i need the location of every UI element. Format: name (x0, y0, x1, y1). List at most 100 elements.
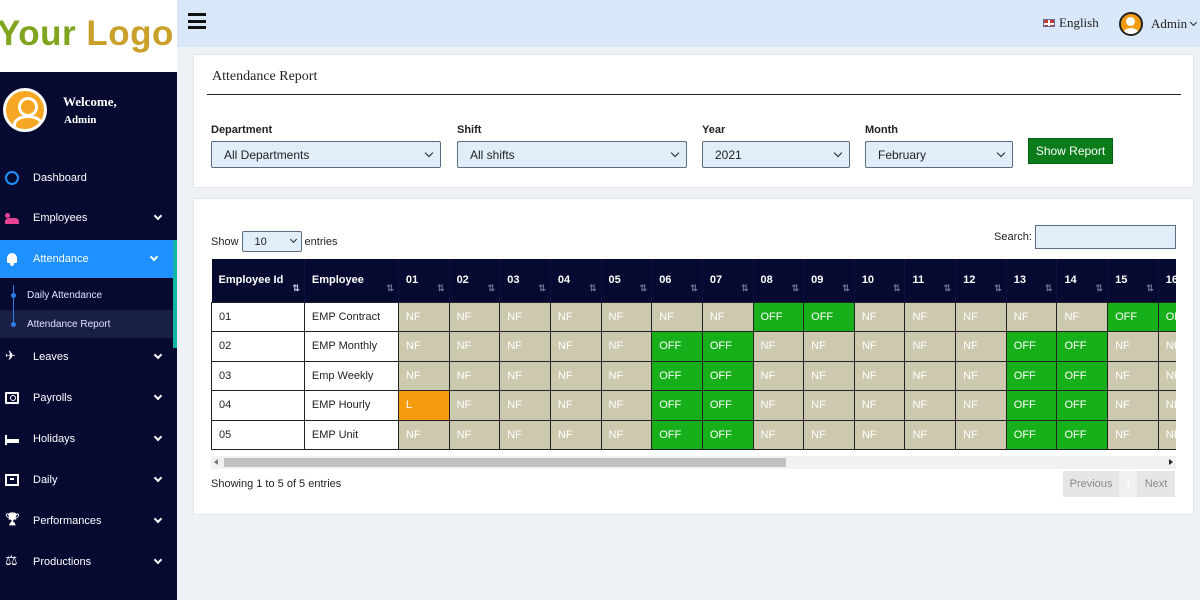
show-report-button[interactable]: Show Report (1028, 138, 1113, 164)
attendance-status-cell: OFF (651, 331, 703, 362)
column-header[interactable]: 15 ⇅ (1107, 259, 1159, 302)
employee-name-cell: EMP Contract (303, 301, 399, 332)
sidebar-item-leaves[interactable]: Leaves (0, 338, 177, 376)
attendance-status-cell: NF (803, 390, 855, 421)
attendance-status-cell: OFF (701, 419, 754, 450)
sidebar-item-label: Performances (33, 515, 102, 527)
column-header[interactable]: 07 ⇅ (702, 259, 754, 302)
attendance-status-cell: OFF (1157, 301, 1176, 332)
attendance-status-cell: NF (397, 419, 450, 450)
sidebar-item-employees[interactable]: Employees (0, 199, 177, 237)
column-header[interactable]: 06 ⇅ (651, 259, 703, 302)
column-header[interactable]: 16⇅ (1158, 259, 1176, 302)
column-header[interactable]: 10 ⇅ (854, 259, 906, 302)
sort-icon: ⇅ (437, 282, 444, 293)
welcome-block: Welcome, Admin (3, 88, 117, 132)
column-header[interactable]: Employee Id ⇅ (211, 259, 305, 302)
column-header[interactable]: 11 ⇅ (904, 259, 957, 302)
sidebar-item-holidays[interactable]: Holidays (0, 420, 177, 458)
sidebar-subitem-daily-attendance[interactable]: Daily Attendance (0, 281, 173, 309)
month-select[interactable]: February (865, 141, 1013, 168)
column-header[interactable]: 08 ⇅ (753, 259, 805, 302)
column-header[interactable]: 03 ⇅ (499, 259, 551, 302)
attendance-status-cell: NF (904, 390, 957, 421)
user-menu[interactable]: Admin (1119, 12, 1198, 36)
attendance-status-cell: OFF (701, 390, 754, 421)
attendance-status-cell: NF (1157, 390, 1176, 421)
scroll-right-icon[interactable] (1169, 459, 1173, 465)
attendance-status-cell: NF (752, 331, 805, 362)
column-header[interactable]: Employee ⇅ (304, 259, 399, 302)
column-header[interactable]: 02 ⇅ (449, 259, 501, 302)
sidebar-item-dashboard[interactable]: Dashboard (0, 159, 177, 197)
table-info: Showing 1 to 5 of 5 entries (211, 478, 342, 490)
shift-value: All shifts (470, 148, 515, 162)
welcome-title: Welcome, (63, 94, 117, 109)
sidebar-subitem-attendance-report[interactable]: Attendance Report (0, 310, 173, 338)
previous-button[interactable]: Previous (1063, 471, 1119, 497)
attendance-status-cell: NF (600, 360, 653, 391)
logo[interactable]: Your Logo (0, 14, 174, 54)
attendance-status-cell: NF (955, 390, 1007, 421)
page-1-button[interactable]: 1 (1119, 471, 1137, 497)
attendance-status-cell: OFF (1056, 360, 1109, 391)
year-select[interactable]: 2021 (702, 141, 850, 168)
column-header-label: 07 (709, 274, 723, 287)
attendance-status-cell: NF (448, 301, 501, 332)
column-header[interactable]: 14 ⇅ (1056, 259, 1109, 302)
table-scroll-area: Employee Id ⇅ Employee ⇅ 01 ⇅ 02 ⇅ 03 ⇅ 04 ⇅ 05 ⇅ 06 ⇅ 0… (211, 259, 1176, 453)
attendance-status-cell: NF (1157, 360, 1176, 391)
entries-select[interactable]: 10 (241, 231, 302, 252)
attendance-status-cell: NF (904, 419, 957, 450)
sidebar-item-productions[interactable]: Productions (0, 543, 177, 581)
attendance-status-cell: NF (1056, 301, 1109, 332)
attendance-status-cell: NF (448, 331, 501, 362)
sidebar-item-attendance[interactable]: Attendance (0, 240, 177, 278)
column-header[interactable]: 04 ⇅ (550, 259, 602, 302)
column-header[interactable]: 01 ⇅ (398, 259, 450, 302)
attendance-status-cell: NF (397, 331, 450, 362)
chevron-down-icon (996, 148, 1006, 158)
attendance-status-cell: NF (1107, 390, 1159, 421)
trophy-icon (5, 515, 19, 527)
column-header-label: Employee (311, 274, 364, 287)
scroll-thumb[interactable] (224, 458, 786, 467)
attendance-status-cell: NF (499, 360, 551, 391)
employee-id-cell: 05 (211, 419, 305, 450)
sidebar-item-performances[interactable]: Performances (0, 502, 177, 540)
column-header[interactable]: 05 ⇅ (601, 259, 653, 302)
attendance-status-cell: NF (955, 301, 1007, 332)
scroll-left-icon[interactable] (214, 459, 218, 465)
attendance-status-cell: NF (549, 390, 602, 421)
department-select[interactable]: All Departments (211, 141, 441, 168)
menu-toggle-icon[interactable] (188, 13, 206, 29)
column-header[interactable]: 09 ⇅ (803, 259, 855, 302)
sort-icon: ⇅ (1146, 282, 1153, 293)
month-label: Month (865, 124, 898, 136)
sort-icon: ⇅ (639, 282, 647, 293)
sort-icon: ⇅ (842, 282, 849, 293)
column-header[interactable]: 13 ⇅ (1006, 259, 1058, 302)
page-title: Attendance Report (212, 69, 318, 84)
attendance-status-cell: OFF (1005, 419, 1058, 450)
table-row: 05 EMP Unit NF NF NF NF NF OFF OFF NF NF NF NF NF OFF O… (211, 419, 1176, 450)
language-selector[interactable]: English (1043, 15, 1099, 31)
horizontal-scrollbar[interactable] (211, 456, 1176, 469)
attendance-status-cell: NF (600, 390, 653, 421)
shift-select[interactable]: All shifts (457, 141, 687, 168)
sort-icon: ⇅ (487, 282, 495, 293)
attendance-status-cell: NF (499, 390, 551, 421)
column-header[interactable]: 12 ⇅ (955, 259, 1007, 302)
employee-name-cell: EMP Hourly (303, 390, 399, 421)
attendance-status-cell: NF (651, 301, 703, 332)
search-input[interactable] (1035, 225, 1176, 249)
entries-label: entries (304, 235, 338, 248)
column-header-label: 09 (811, 274, 824, 287)
next-button[interactable]: Next (1137, 471, 1175, 497)
column-header-label: 01 (405, 274, 419, 287)
sidebar-item-daily[interactable]: Daily (0, 461, 177, 499)
sort-icon: ⇅ (943, 282, 951, 293)
attendance-table: Employee Id ⇅ Employee ⇅ 01 ⇅ 02 ⇅ 03 ⇅ 04 ⇅ 05 ⇅ 06 ⇅ 0… (211, 259, 1176, 450)
sidebar-item-payrolls[interactable]: Payrolls (0, 379, 177, 417)
column-header-label: 15 (1115, 274, 1128, 287)
